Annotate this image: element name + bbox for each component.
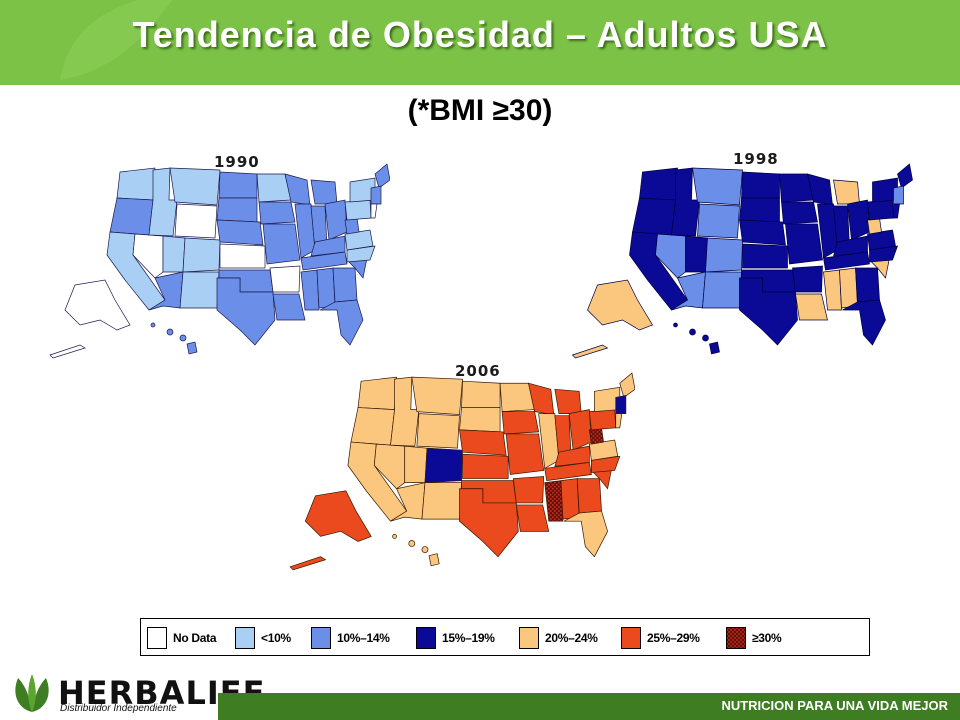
legend-item-10-14: 10%–14% (311, 626, 390, 650)
state-co (182, 237, 221, 273)
legend-item-30-plus: ≥30% (726, 626, 782, 650)
footer-bar: NUTRICION PARA UNA VIDA MEJOR (218, 693, 960, 720)
state-sd (216, 197, 258, 223)
state-ne-states (370, 185, 382, 205)
legend-swatch (311, 627, 331, 649)
state-la (272, 293, 306, 321)
legend-label: ≥30% (752, 631, 782, 645)
state-pa (344, 199, 372, 221)
us-map-1990 (49, 163, 390, 359)
legend-label: 10%–14% (337, 631, 390, 645)
state-nd (218, 171, 258, 199)
legend-label: <10% (261, 631, 291, 645)
brand-logo-subtext: Distribuidor Independiente (60, 703, 177, 714)
state-wy (174, 203, 218, 239)
state-nj (370, 203, 378, 219)
state-mo (262, 223, 301, 265)
state-al (316, 267, 336, 309)
us-map-2006 (289, 372, 635, 571)
state-hi (186, 341, 198, 355)
state-ak (64, 279, 131, 331)
state-ks (219, 243, 266, 269)
legend-item-lt10: <10% (235, 626, 291, 650)
legend-swatch-hatched (726, 627, 746, 649)
map-legend: No Data <10% 10%–14% 15%–19% 20%–24% 25%… (140, 618, 870, 656)
herbalife-leaf-logo-icon (15, 674, 49, 712)
legend-swatch (519, 627, 539, 649)
map-year-label-2006: 2006 (455, 362, 501, 380)
legend-swatch (621, 627, 641, 649)
state-va (344, 229, 374, 251)
legend-label: No Data (173, 631, 217, 645)
us-map-1998 (571, 163, 913, 359)
legend-item-20-24: 20%–24% (519, 626, 598, 650)
state-id (148, 167, 178, 237)
state-ar (269, 265, 301, 293)
state-ga (332, 267, 358, 303)
legend-swatch (416, 627, 436, 649)
legend-label: 25%–29% (647, 631, 700, 645)
state-ky (310, 235, 346, 257)
state-nm (179, 271, 220, 309)
state-ia (258, 201, 296, 225)
state-fl (319, 299, 364, 346)
legend-label: 20%–24% (545, 631, 598, 645)
state-wv (344, 217, 360, 235)
page-title: Tendencia de Obesidad – Adultos USA (132, 14, 828, 55)
state-mt (169, 167, 221, 206)
legend-swatch (235, 627, 255, 649)
state-tx (216, 277, 276, 346)
footer-tagline: NUTRICION PARA UNA VIDA MEJOR (721, 698, 948, 713)
title-bar: Tendencia de Obesidad – Adultos USA (0, 0, 960, 85)
legend-label: 15%–19% (442, 631, 495, 645)
legend-swatch (147, 627, 167, 649)
page-subtitle: (*BMI ≥30) (407, 94, 553, 127)
state-oh (324, 199, 348, 241)
state-ne (216, 219, 264, 246)
leaf-watermark-icon (60, 0, 173, 80)
map-year-label-1990: 1990 (214, 153, 260, 171)
state-ms (300, 269, 320, 311)
map-year-label-1998: 1998 (733, 150, 779, 168)
state-ut (162, 235, 186, 273)
state-or (109, 197, 154, 236)
legend-item-no-data: No Data (147, 626, 217, 650)
state-mi (310, 179, 338, 205)
legend-item-25-29: 25%–29% (621, 626, 700, 650)
state-wa (116, 167, 156, 201)
legend-item-15-19: 15%–19% (416, 626, 495, 650)
state-me (374, 163, 390, 189)
